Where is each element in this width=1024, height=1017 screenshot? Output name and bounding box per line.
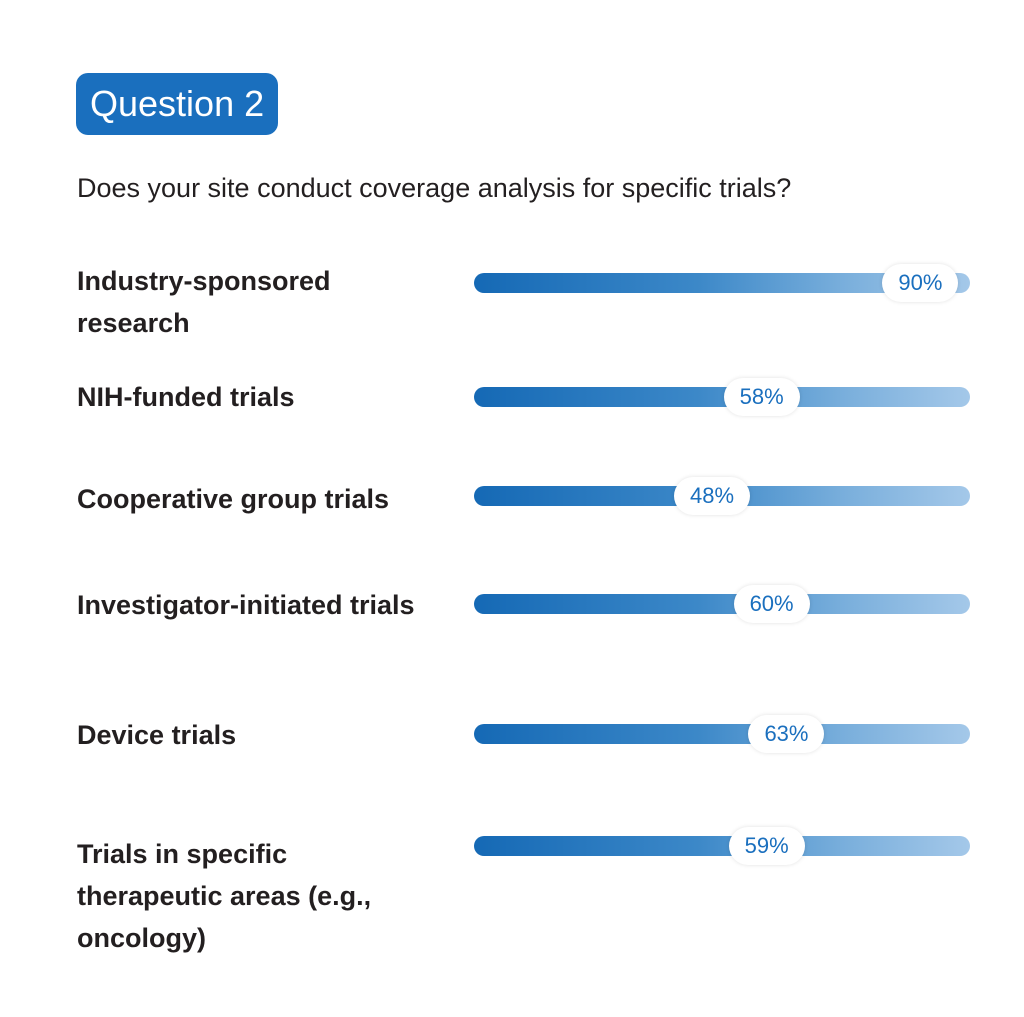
category-label: Industry-sponsored research [77, 266, 331, 338]
bar-track: 63% [474, 715, 970, 753]
question-number-badge: Question 2 [76, 73, 279, 135]
category-label: Trials in specific therapeutic areas (e.… [77, 839, 372, 953]
bar-track: 58% [474, 378, 970, 416]
bar-value-label: 90% [882, 264, 959, 302]
bar-value-label: 63% [748, 715, 825, 753]
bar-track: 90% [474, 264, 970, 302]
question-text: Does your site conduct coverage analysis… [77, 173, 792, 203]
category-label: Investigator-initiated trials [77, 590, 415, 620]
bar-value-label: 59% [728, 827, 805, 865]
bar-track: 48% [474, 477, 970, 515]
bar-value-label: 48% [674, 477, 751, 515]
category-label: Device trials [77, 720, 237, 750]
category-label: NIH-funded trials [77, 382, 295, 412]
bar-track: 59% [474, 827, 970, 865]
category-label: Cooperative group trials [77, 484, 390, 514]
bar-value-label: 58% [723, 378, 800, 416]
bar-value-label: 60% [733, 585, 810, 623]
bar-track: 60% [474, 585, 970, 623]
